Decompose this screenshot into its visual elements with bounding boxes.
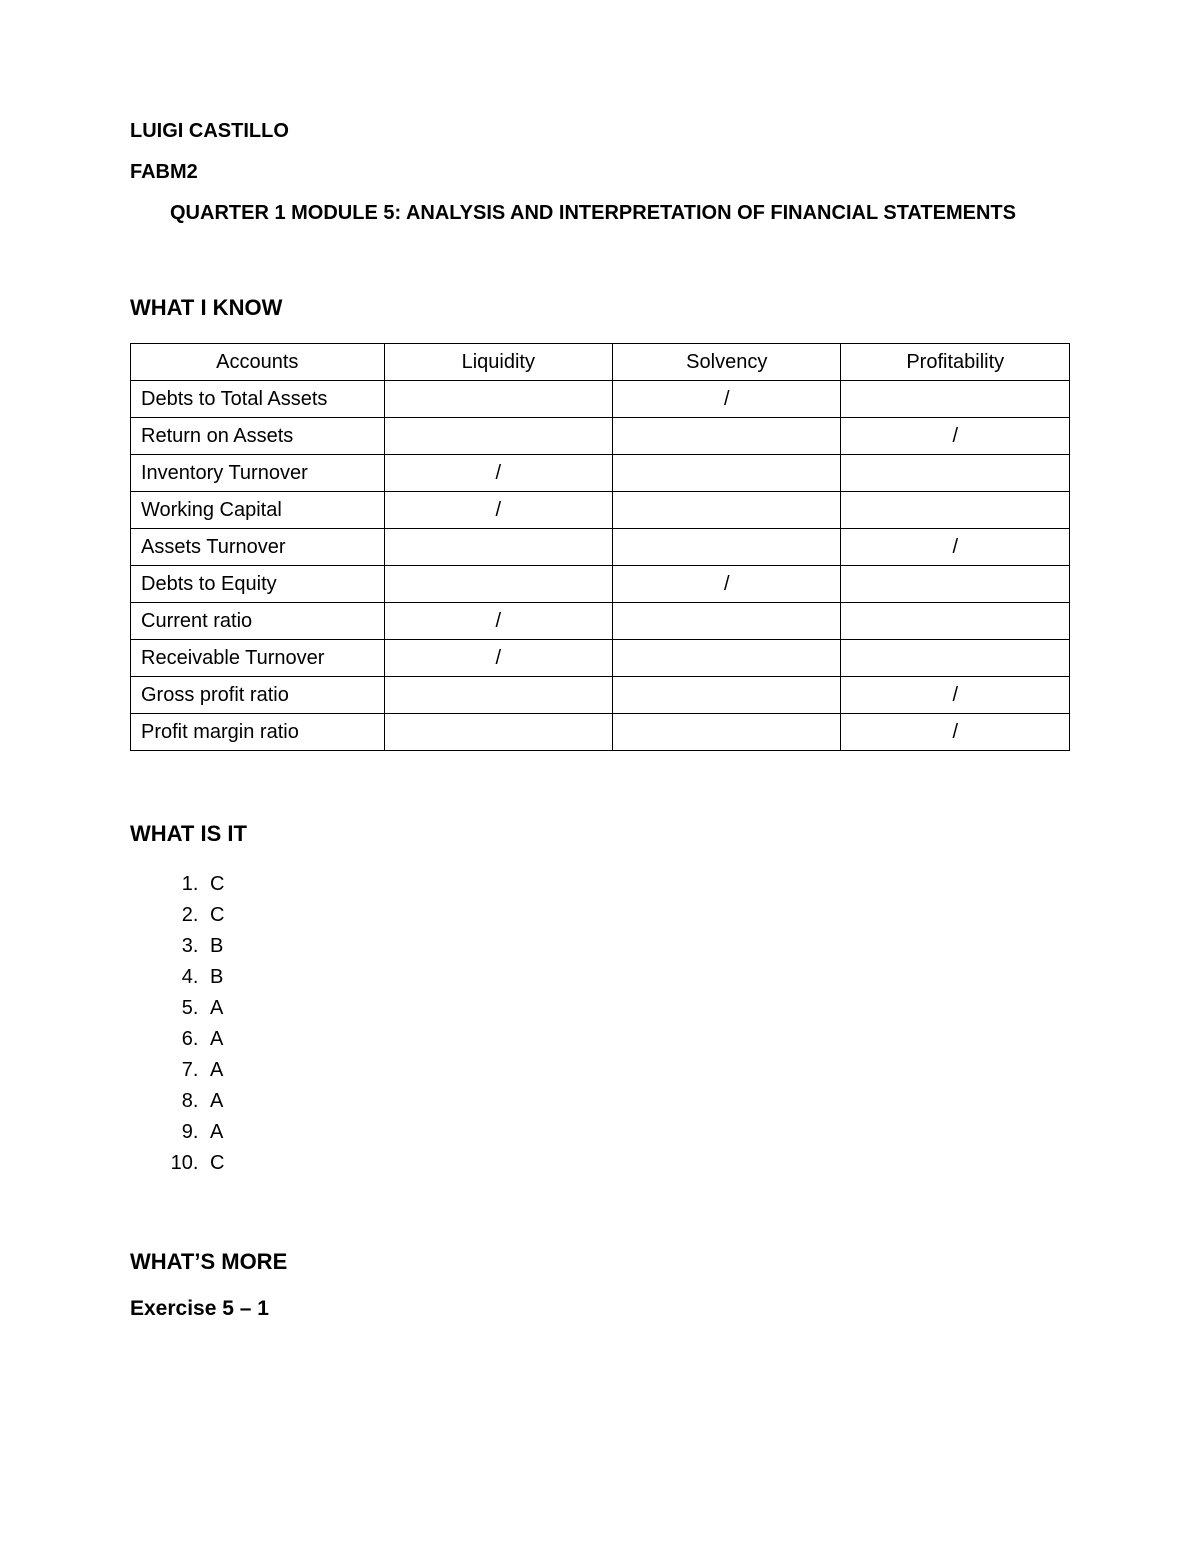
cell-profitability: / [841, 418, 1070, 455]
cell-profitability [841, 603, 1070, 640]
cell-account: Gross profit ratio [131, 677, 385, 714]
list-item: A [204, 1117, 1070, 1148]
cell-liquidity: / [384, 492, 612, 529]
cell-solvency [613, 640, 841, 677]
cell-liquidity [384, 529, 612, 566]
cell-liquidity [384, 566, 612, 603]
what-i-know-table: Accounts Liquidity Solvency Profitabilit… [130, 343, 1070, 751]
cell-profitability [841, 492, 1070, 529]
cell-account: Debts to Equity [131, 566, 385, 603]
cell-solvency [613, 529, 841, 566]
cell-account: Return on Assets [131, 418, 385, 455]
cell-liquidity: / [384, 640, 612, 677]
table-row: Profit margin ratio / [131, 714, 1070, 751]
student-name: LUIGI CASTILLO [130, 120, 1070, 143]
col-header-solvency: Solvency [613, 344, 841, 381]
cell-account: Debts to Total Assets [131, 381, 385, 418]
cell-liquidity [384, 418, 612, 455]
cell-solvency [613, 603, 841, 640]
table-row: Return on Assets / [131, 418, 1070, 455]
section-heading-whats-more: WHAT’S MORE [130, 1249, 1070, 1275]
cell-account: Current ratio [131, 603, 385, 640]
cell-profitability: / [841, 677, 1070, 714]
cell-solvency [613, 677, 841, 714]
table-header-row: Accounts Liquidity Solvency Profitabilit… [131, 344, 1070, 381]
table-row: Current ratio/ [131, 603, 1070, 640]
table-row: Receivable Turnover/ [131, 640, 1070, 677]
col-header-profitability: Profitability [841, 344, 1070, 381]
cell-liquidity: / [384, 603, 612, 640]
cell-profitability: / [841, 529, 1070, 566]
cell-account: Profit margin ratio [131, 714, 385, 751]
module-title: QUARTER 1 MODULE 5: ANALYSIS AND INTERPR… [170, 202, 1070, 225]
cell-account: Assets Turnover [131, 529, 385, 566]
list-item: A [204, 1024, 1070, 1055]
list-item: C [204, 1148, 1070, 1179]
document-page: LUIGI CASTILLO FABM2 QUARTER 1 MODULE 5:… [0, 0, 1200, 1553]
table-row: Gross profit ratio / [131, 677, 1070, 714]
cell-solvency: / [613, 381, 841, 418]
list-item: A [204, 993, 1070, 1024]
section-heading-what-i-know: WHAT I KNOW [130, 295, 1070, 321]
cell-solvency: / [613, 566, 841, 603]
what-is-it-list: CCBBAAAAAC [130, 869, 1070, 1179]
table-row: Debts to Equity / [131, 566, 1070, 603]
list-item: C [204, 869, 1070, 900]
cell-profitability [841, 455, 1070, 492]
cell-liquidity [384, 677, 612, 714]
cell-profitability: / [841, 714, 1070, 751]
list-item: B [204, 931, 1070, 962]
cell-solvency [613, 455, 841, 492]
cell-solvency [613, 418, 841, 455]
cell-liquidity: / [384, 455, 612, 492]
cell-solvency [613, 714, 841, 751]
cell-profitability [841, 566, 1070, 603]
cell-account: Inventory Turnover [131, 455, 385, 492]
cell-account: Receivable Turnover [131, 640, 385, 677]
col-header-accounts: Accounts [131, 344, 385, 381]
col-header-liquidity: Liquidity [384, 344, 612, 381]
cell-solvency [613, 492, 841, 529]
table-row: Inventory Turnover/ [131, 455, 1070, 492]
list-item: B [204, 962, 1070, 993]
table-row: Assets Turnover / [131, 529, 1070, 566]
cell-liquidity [384, 714, 612, 751]
subject-code: FABM2 [130, 161, 1070, 184]
cell-liquidity [384, 381, 612, 418]
cell-profitability [841, 381, 1070, 418]
exercise-label: Exercise 5 – 1 [130, 1297, 1070, 1321]
section-heading-what-is-it: WHAT IS IT [130, 821, 1070, 847]
list-item: C [204, 900, 1070, 931]
cell-profitability [841, 640, 1070, 677]
list-item: A [204, 1086, 1070, 1117]
table-row: Debts to Total Assets / [131, 381, 1070, 418]
cell-account: Working Capital [131, 492, 385, 529]
list-item: A [204, 1055, 1070, 1086]
table-row: Working Capital/ [131, 492, 1070, 529]
